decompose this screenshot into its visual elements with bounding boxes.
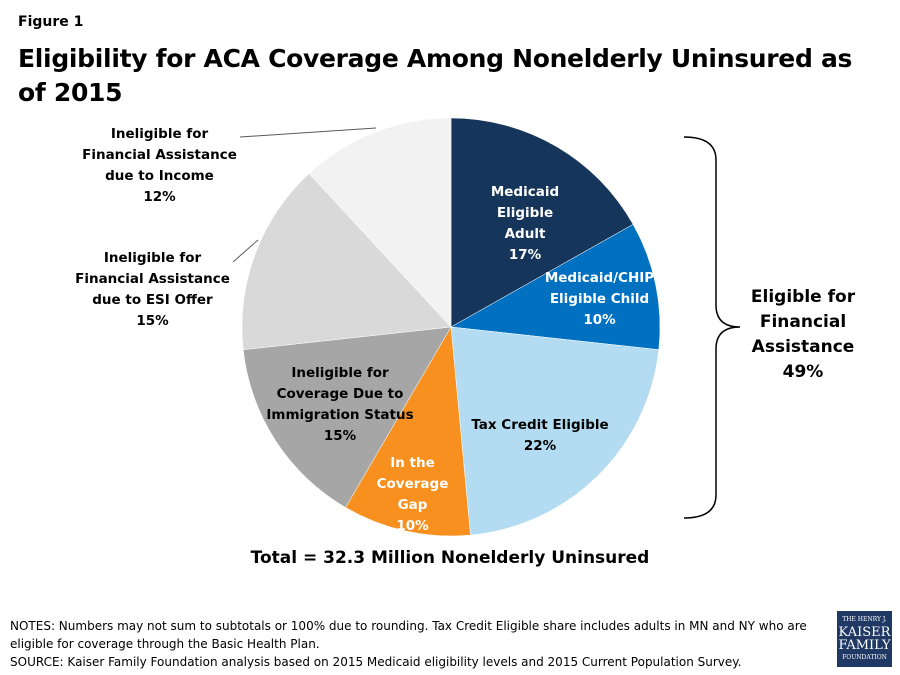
kff-logo: THE HENRY J. KAISER FAMILY FOUNDATION bbox=[837, 611, 892, 667]
label-coverage-gap: In the Coverage Gap 10% bbox=[376, 455, 449, 534]
label-medicaid-child: Medicaid/CHIP Eligible Child 10% bbox=[544, 270, 655, 328]
notes: NOTES: Numbers may not sum to subtotals … bbox=[10, 617, 820, 671]
pie-slice-5 bbox=[241, 173, 452, 350]
total-label: Total = 32.3 Million Nonelderly Uninsure… bbox=[250, 548, 650, 568]
bracket bbox=[683, 136, 741, 519]
leader-line-income bbox=[239, 127, 377, 138]
source-text: SOURCE: Kaiser Family Foundation analysi… bbox=[10, 655, 742, 669]
leader-line-esi bbox=[232, 239, 259, 263]
label-income: Ineligible for Financial Assistance due … bbox=[82, 126, 237, 205]
figure-label: Figure 1 bbox=[18, 14, 84, 30]
pie-slice-6 bbox=[308, 117, 452, 328]
label-medicaid-adult: Medicaid Eligible Adult 17% bbox=[490, 184, 560, 263]
pie-slice-0 bbox=[450, 117, 634, 328]
label-esi: Ineligible for Financial Assistance due … bbox=[75, 250, 230, 329]
notes-text: NOTES: Numbers may not sum to subtotals … bbox=[10, 619, 807, 651]
pie-slice-4 bbox=[242, 326, 452, 508]
pie-slice-1 bbox=[450, 224, 661, 350]
bracket-label: Eligible for Financial Assistance 49% bbox=[750, 287, 856, 382]
pie-slice-2 bbox=[450, 326, 660, 536]
pie-slice-3 bbox=[345, 326, 471, 537]
label-immigration: Ineligible for Coverage Due to Immigrati… bbox=[266, 365, 414, 444]
label-tax-credit: Tax Credit Eligible 22% bbox=[471, 417, 609, 454]
chart-title: Eligibility for ACA Coverage Among Nonel… bbox=[18, 44, 853, 107]
